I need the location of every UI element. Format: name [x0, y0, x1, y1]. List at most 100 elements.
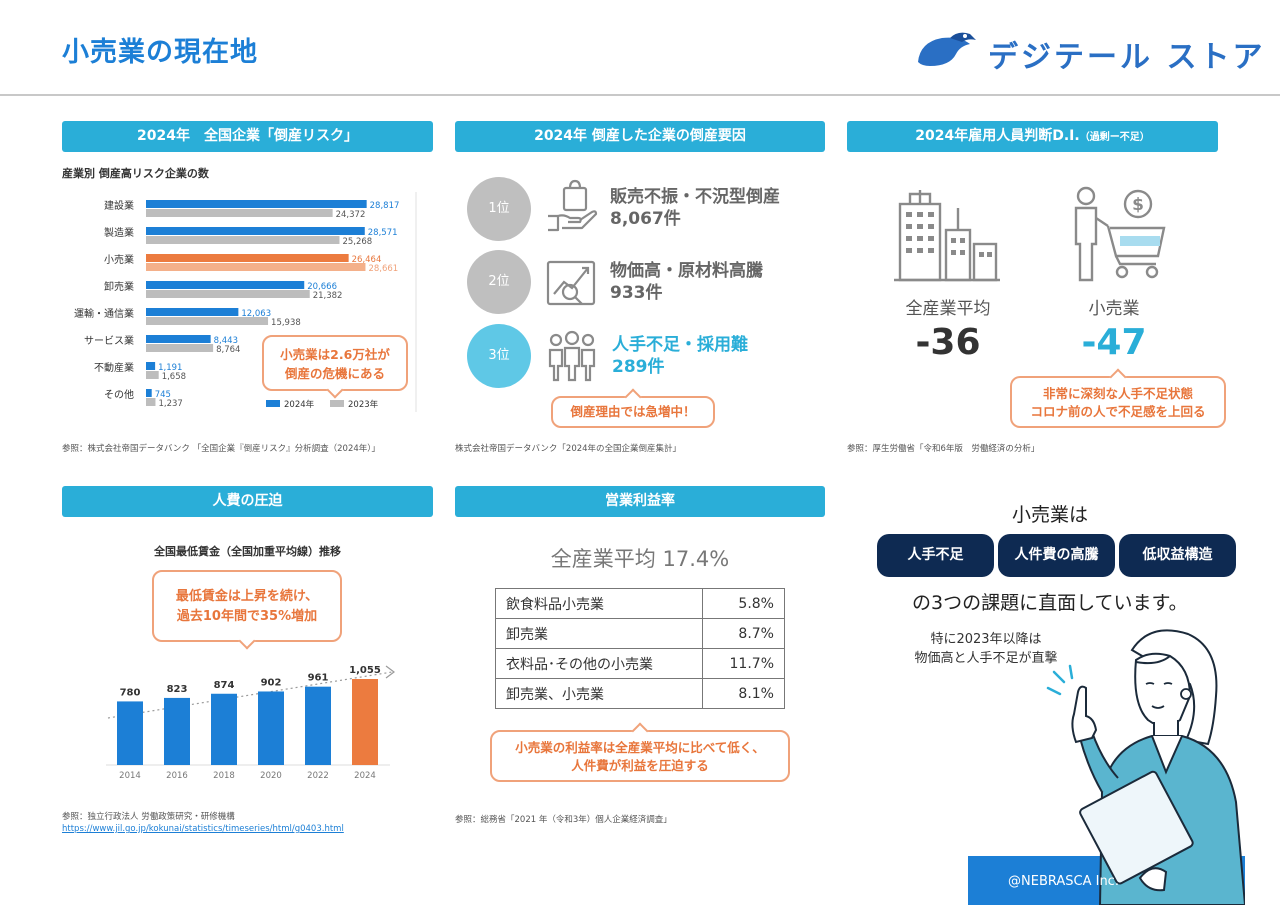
bar-2024	[146, 362, 156, 370]
legend-swatch-2023	[330, 400, 344, 407]
table-cell-value: 5.8%	[702, 588, 785, 619]
value-label-2023: 25,268	[342, 237, 372, 247]
shopper-cart-icon: $	[1074, 186, 1166, 282]
value-label-2024: 8,443	[214, 336, 238, 346]
retail-label: 小売業	[1088, 299, 1140, 319]
logo-text: デジテール ストア	[988, 40, 1266, 75]
year-label: 2020	[260, 771, 282, 781]
value-label-2023: 15,938	[271, 318, 301, 328]
wage-bar	[164, 697, 190, 765]
bar-2024	[146, 254, 349, 262]
value-label-2024: 26,464	[352, 255, 382, 265]
industry-average-title: 全産業平均 17.4%	[550, 547, 730, 571]
rank-count: 8,067件	[610, 209, 681, 229]
header-divider	[0, 94, 1280, 96]
source-note: 参照：株式会社帝国データバンク 「全国企業『倒産リスク』分析調査（2024年）」	[62, 444, 381, 454]
category-label: サービス業	[84, 334, 134, 347]
section-header-bankruptcy-causes: 2024年 倒産した企業の倒産要因	[455, 121, 825, 152]
bar-2023	[146, 317, 269, 325]
legend-label-2024: 2024年	[284, 399, 315, 410]
source-note: 参照：総務省「2021 年（令和3年）個人企業経済調査」	[455, 815, 672, 825]
table-cell-value: 8.1%	[702, 678, 785, 709]
year-label: 2024	[354, 771, 376, 781]
value-label-2024: 28,817	[370, 201, 400, 211]
value-label-2024: 745	[155, 390, 171, 400]
svg-text:$: $	[1132, 195, 1144, 215]
category-label: 運輸・通信業	[74, 307, 134, 320]
source-note: 株式会社帝国データバンク「2024年の全国企業倒産集計」	[455, 444, 682, 454]
labor-shortage-severity-callout: 非常に深刻な人手不足状態 コロナ前の人で不足感を上回る	[1010, 376, 1226, 428]
value-label-2023: 1,658	[162, 372, 186, 382]
callout-line: 倒産の危機にある	[284, 366, 385, 381]
bar-2024	[146, 281, 305, 289]
value-label-2023: 21,382	[313, 291, 343, 301]
table-row: 衣料品･その他の小売業 11.7%	[495, 648, 785, 679]
woman-pointing-illustration	[1046, 629, 1245, 905]
section-header-labor-cost: 人費の圧迫	[62, 486, 433, 517]
rank-reason: 物価高・原材料高騰	[610, 261, 763, 281]
category-label: 建設業	[104, 199, 134, 212]
value-label-2023: 28,661	[368, 264, 398, 274]
wage-bar	[258, 691, 284, 765]
year-label: 2022	[307, 771, 329, 781]
year-label: 2014	[119, 771, 141, 781]
wage-value-label: 874	[214, 680, 235, 691]
city-buildings-icon	[894, 190, 1000, 282]
trend-line	[107, 671, 393, 719]
callout-line: 非常に深刻な人手不足状態	[1042, 386, 1193, 401]
value-label-2024: 20,666	[307, 282, 337, 292]
header-main: 2024年雇用人員判断D.I.	[915, 128, 1080, 144]
operating-margin-table: 飲食料品小売業 5.8% 卸売業 8.7% 衣料品･その他の小売業 11.7% 卸売業…	[495, 588, 785, 709]
bird-logo-icon	[918, 32, 976, 66]
bar-2023	[146, 236, 340, 244]
category-label: 小売業	[104, 253, 134, 266]
value-label-2023: 1,237	[158, 399, 182, 409]
rank-count: 933件	[610, 283, 663, 303]
rank-badge: 3位	[467, 324, 531, 388]
source-line: 参照：独立行政法人 労働政策研究・研修機構	[62, 812, 235, 822]
source-note: 参照：独立行政法人 労働政策研究・研修機構 https://www.jil.go…	[62, 811, 344, 835]
value-label-2024: 28,571	[368, 228, 398, 238]
callout-line: 小売業の利益率は全産業平均に比べて低く、	[515, 740, 765, 755]
category-label: 製造業	[104, 226, 134, 239]
minimum-wage-bar-chart: 780 2014 823 2016 874 2018 902 2020 961 2022 1,055…	[106, 665, 395, 781]
table-row: 卸売業 8.7%	[495, 618, 785, 649]
bar-2024	[146, 200, 367, 208]
section-header-bankruptcy-risk: 2024年 全国企業「倒産リスク」	[62, 121, 433, 152]
rank-1-text: 販売不振・不況型倒産 8,067件	[610, 186, 780, 230]
note-line: 特に2023年以降は	[930, 632, 1042, 647]
table-cell-name: 卸売業	[495, 618, 703, 649]
issue-pill-labor-shortage: 人手不足	[877, 534, 994, 577]
people-group-icon	[548, 330, 596, 382]
table-cell-name: 飲食料品小売業	[495, 588, 703, 619]
table-row: 卸売業、小売業 8.1%	[495, 678, 785, 709]
category-label: 卸売業	[104, 280, 134, 293]
bar-2023	[146, 398, 156, 406]
shopping-bag-hand-icon	[548, 179, 598, 232]
rank-reason: 販売不振・不況型倒産	[610, 187, 780, 207]
all-industry-label: 全産業平均	[905, 299, 991, 319]
value-label-2023: 24,372	[336, 210, 366, 220]
rank-reason: 人手不足・採用難	[612, 335, 748, 355]
header-small: （過剰ー不足）	[1079, 132, 1150, 143]
year-label: 2016	[166, 771, 188, 781]
table-row: 飲食料品小売業 5.8%	[495, 588, 785, 619]
bar-2023	[146, 263, 366, 271]
table-cell-value: 11.7%	[702, 648, 785, 679]
value-label-2024: 12,063	[241, 309, 271, 319]
source-note: 参照：厚生労働省「令和6年版 労働経済の分析」	[847, 444, 1040, 454]
year-label: 2018	[213, 771, 235, 781]
wage-chart-subtitle: 全国最低賃金（全国加重平均線）推移	[154, 545, 341, 558]
table-cell-name: 卸売業、小売業	[495, 678, 703, 709]
wage-bar	[352, 679, 378, 765]
source-link[interactable]: https://www.jil.go.jp/kokunai/statistics…	[62, 824, 344, 834]
section-header-operating-margin: 営業利益率	[455, 486, 825, 517]
bar-2023	[146, 371, 159, 379]
bar-2024	[146, 335, 211, 343]
summary-title: 小売業は	[1012, 504, 1089, 526]
bar-2023	[146, 344, 214, 352]
wage-increase-callout: 最低賃金は上昇を続け、 過去10年間で35%増加	[152, 570, 342, 642]
all-industry-value: -36	[915, 322, 981, 363]
note-line: 物価高と人手不足が直撃	[914, 651, 1058, 666]
